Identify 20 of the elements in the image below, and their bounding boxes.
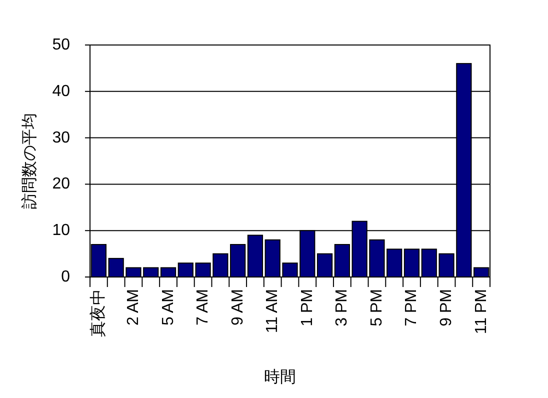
- y-tick-label: 30: [52, 129, 70, 146]
- x-tick-label: 5 PM: [368, 289, 386, 326]
- x-tick-label: 真夜中: [89, 289, 108, 337]
- x-tick-label: 7 AM: [194, 289, 212, 326]
- x-tick-label: 9 AM: [229, 289, 246, 326]
- y-tick-label: 40: [52, 82, 70, 100]
- x-tick-label: 11 AM: [264, 289, 282, 334]
- x-tick-label: 5 AM: [160, 289, 177, 326]
- y-axis-title: 訪問数の平均: [20, 113, 38, 209]
- x-tick-label: 9 PM: [438, 289, 456, 326]
- x-tick-label: 2 AM: [124, 289, 142, 326]
- x-tick-label: 7 PM: [403, 289, 420, 326]
- y-tick-label: 0: [61, 268, 70, 286]
- y-tick-label: 20: [52, 176, 70, 193]
- x-axis-title: 時間: [264, 368, 296, 386]
- x-tick-label: 3 PM: [334, 289, 351, 326]
- x-tick-label: 1 PM: [298, 289, 316, 326]
- y-tick-label: 50: [52, 36, 70, 54]
- x-tick-label: 11 PM: [472, 289, 490, 334]
- y-tick-label: 10: [52, 222, 70, 240]
